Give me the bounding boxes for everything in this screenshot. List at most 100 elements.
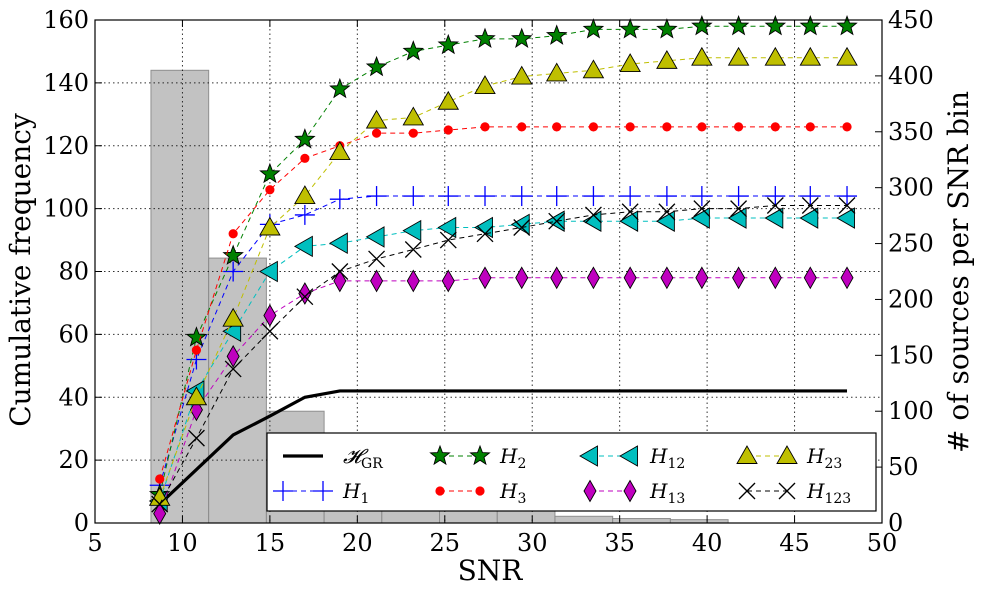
legend-label-H13: H13 [649,479,685,507]
data-point-H13 [660,266,674,290]
y-right-tick-label: 350 [888,118,934,146]
data-point-H3 [408,128,418,138]
data-point-H2 [545,24,568,45]
data-point-H23 [799,46,822,66]
data-point-H23 [185,386,208,406]
data-point-H23 [836,46,858,66]
data-point-H13 [768,266,782,290]
data-point-H1 [366,186,387,207]
series-line-H13 [159,277,848,514]
data-point-H3 [588,122,599,132]
legend-marker-H23 [736,445,758,464]
data-point-H2 [836,15,858,36]
data-point-H23 [582,59,605,79]
series-H2 [148,15,858,504]
data-point-H23 [764,46,787,66]
data-point-H23 [619,53,641,72]
series-line-H23 [159,57,848,499]
data-point-H3 [733,122,744,132]
y-right-tick-label: 250 [888,230,934,258]
data-point-H12 [764,207,784,229]
data-point-H2 [619,18,641,39]
data-point-H123 [187,429,205,447]
legend-marker-H23 [776,445,798,464]
data-point-H13 [550,266,564,290]
legend-marker-H1 [313,481,333,501]
y-left-tick-label: 120 [43,132,89,160]
x-tick-label: 30 [517,529,548,557]
legend-entry-H12: H12 [579,444,685,472]
data-point-H12 [545,210,565,232]
data-point-H2 [727,15,750,36]
x-tick-label: 40 [692,529,723,557]
data-point-H12 [727,207,747,229]
x-tick-label: 50 [867,529,898,557]
data-point-H123 [801,197,819,214]
y-left-tick-label: 60 [58,320,89,348]
y-right-tick-label: 50 [888,453,919,481]
data-point-H23 [545,62,568,82]
data-point-H123 [404,241,422,258]
data-point-H12 [293,235,313,258]
y-left-tick-label: 160 [43,6,89,34]
x-tick-label: 15 [255,529,286,557]
data-point-H2 [185,326,208,347]
legend-entry-H23: H23 [736,444,842,472]
legend-entry-H123: H123 [738,479,851,507]
data-point-H3 [662,122,672,132]
legend-label-H1: H1 [342,479,369,507]
series-HGR [158,389,848,506]
x-tick-label: 20 [342,529,373,557]
data-point-H1 [511,186,532,207]
data-point-H123 [439,231,457,249]
data-point-H123 [261,322,279,340]
data-point-H23 [510,65,533,85]
data-point-H2 [656,18,678,39]
data-point-H3 [842,122,852,132]
data-point-H123 [224,360,242,378]
series-line-H2 [159,25,848,495]
legend-label-H12: H12 [649,444,685,472]
data-point-H13 [406,269,420,293]
data-point-H23 [259,216,281,236]
data-point-H2 [799,15,822,36]
data-point-H2 [259,162,281,184]
data-point-H2 [365,55,388,77]
data-point-H123 [151,495,169,513]
legend-marker-H123 [738,482,756,500]
histogram-bar-1 [208,257,267,524]
data-point-H123 [368,250,386,268]
legend: 𝓗GR H2 H12 H23 H1 H3 H13 H123 [266,432,877,512]
data-point-H3 [770,122,780,132]
y-right-tick-label: 450 [888,6,934,34]
histogram-bar-6 [496,510,556,524]
data-point-H1 [294,204,315,225]
data-point-H13 [263,304,277,327]
y-axis-right-title: # of sources per SNR bin [942,91,975,453]
data-point-H123 [838,197,856,214]
data-point-H2 [582,18,605,39]
data-point-H123 [331,263,349,280]
series-H123 [151,197,856,513]
x-tick-label: 45 [779,529,810,557]
legend-entry-H13: H13 [583,479,685,507]
legend-label-H2: H2 [499,444,526,472]
series-H12 [148,207,855,512]
y-right-tick-label: 300 [888,174,934,202]
data-point-H2 [474,27,496,48]
data-point-H13 [586,266,600,290]
legend-marker-H12 [579,445,598,467]
data-point-H1 [765,186,786,207]
data-point-H1 [223,261,244,282]
y-right-tick-label: 0 [888,509,903,537]
data-point-H123 [548,212,566,230]
legend-marker-H3 [475,486,485,496]
data-point-H1 [583,186,604,207]
legend-entry-H3: H3 [435,479,526,507]
data-point-H12 [328,232,348,254]
data-point-H3 [480,122,490,132]
data-point-H123 [658,203,676,221]
data-point-H2 [437,33,460,55]
data-point-H12 [619,210,639,232]
legend-marker-H2 [429,444,451,466]
